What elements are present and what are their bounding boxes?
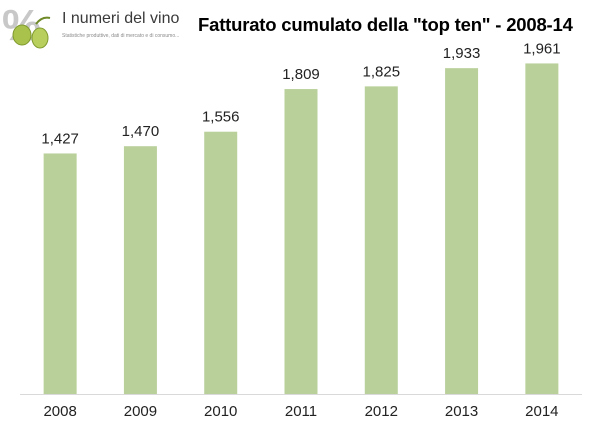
bar-2014 [525, 63, 559, 394]
value-labels-group: 1,427 1,470 1,556 1,809 1,825 1,933 1,961 [41, 40, 560, 147]
value-label-2012: 1,825 [363, 63, 401, 80]
bar-2008 [43, 153, 77, 394]
x-tick-label-2014: 2014 [525, 403, 558, 420]
x-tick-label-2008: 2008 [43, 403, 76, 420]
bar-2009 [123, 146, 157, 394]
logo-tagline: Statistiche produttive, dati di mercato … [62, 33, 180, 39]
x-tick-label-2012: 2012 [365, 403, 398, 420]
logo-name: I numeri del vino [62, 10, 180, 27]
value-label-2008: 1,427 [41, 130, 79, 147]
chart-title: Fatturato cumulato della "top ten" - 200… [198, 14, 573, 35]
value-label-2011: 1,809 [282, 66, 320, 83]
logo: % I numeri del vino Statistiche produtti… [0, 0, 179, 54]
bar-2011 [284, 89, 318, 394]
x-tick-label-2011: 2011 [285, 403, 317, 420]
x-tick-label-2013: 2013 [445, 403, 478, 420]
bar-2012 [364, 86, 398, 394]
value-label-2009: 1,470 [122, 123, 160, 140]
logo-graphic: % [0, 0, 60, 54]
value-label-2014: 1,961 [523, 40, 561, 57]
value-label-2013: 1,933 [443, 45, 481, 62]
x-tick-labels-group: 2008 2009 2010 2011 2012 2013 2014 [43, 403, 558, 420]
bars-group [43, 63, 559, 394]
bar-2010 [204, 131, 238, 394]
x-tick-label-2010: 2010 [204, 403, 237, 420]
bar-2013 [445, 68, 479, 394]
value-label-2010: 1,556 [202, 109, 240, 126]
x-tick-label-2009: 2009 [124, 403, 157, 420]
